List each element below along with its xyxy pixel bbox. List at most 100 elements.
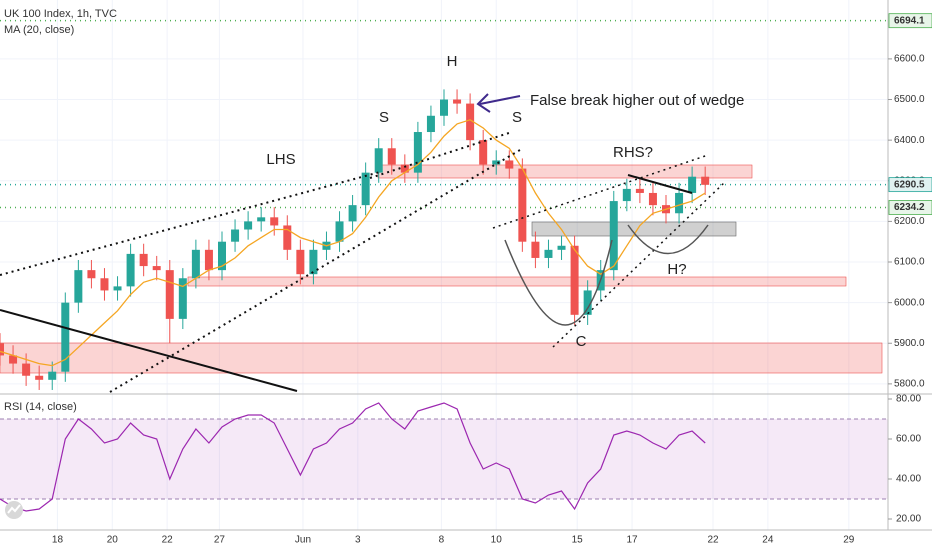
y-tick-label: 6500.0	[894, 94, 925, 105]
rsi-tick-label: 80.00	[896, 394, 921, 405]
candle-body	[518, 168, 527, 242]
x-tick-label: 20	[107, 535, 119, 546]
level-label: 6290.5	[894, 179, 925, 190]
x-tick-label: 8	[439, 535, 445, 546]
trendline	[492, 154, 709, 229]
x-tick-label: 3	[355, 535, 361, 546]
candle-body	[100, 278, 109, 291]
annotation: C	[576, 333, 587, 350]
candle-body	[126, 253, 135, 287]
zone	[377, 164, 753, 179]
candle-body	[178, 278, 187, 319]
x-tick-label: 22	[162, 535, 174, 546]
candle-body	[218, 241, 226, 271]
candle-body	[426, 115, 435, 133]
candle-body	[35, 375, 44, 380]
annotation: RHS?	[613, 144, 653, 161]
rsi-legend: RSI (14, close)	[4, 401, 77, 413]
x-tick-label: 10	[491, 535, 503, 546]
x-tick-label: 27	[214, 535, 226, 546]
trendlines	[0, 93, 726, 393]
candle-body	[61, 302, 70, 372]
annotations: H S S LHS RHS? H? C False break higher o…	[266, 53, 744, 350]
candle-body	[531, 241, 540, 258]
candle-body	[479, 140, 488, 165]
y-tick-label: 5900.0	[894, 338, 925, 349]
candle-body	[48, 371, 57, 380]
axes: 18 20 22 27 Jun 3 8 10 15 17 22 24 29 5800.0 5900.0 600…	[52, 13, 932, 546]
y-tick-label: 6400.0	[894, 135, 925, 146]
candle-body	[609, 201, 618, 271]
candle-body	[453, 99, 462, 104]
candle-body	[387, 148, 396, 165]
level-label: 6694.1	[894, 15, 925, 26]
y-tick-label: 6600.0	[894, 54, 925, 65]
annotation: H	[447, 53, 458, 70]
candle-body	[400, 164, 409, 173]
candle-body	[570, 245, 579, 315]
candle-body	[440, 99, 448, 116]
candle-body	[244, 221, 253, 230]
cup-arc	[504, 239, 613, 326]
candle-body	[204, 249, 213, 271]
candle-body	[296, 249, 305, 275]
candle-body	[701, 176, 710, 185]
candle-body	[283, 225, 292, 250]
annotation: LHS	[266, 151, 295, 168]
candle-body	[544, 249, 553, 258]
trendline	[0, 309, 298, 392]
chart-title: UK 100 Index, 1h, TVC	[4, 8, 117, 20]
annotation: False break higher out of wedge	[530, 92, 744, 109]
rsi-tick-label: 20.00	[896, 514, 921, 525]
level-tag	[888, 177, 932, 193]
annotation: S	[379, 109, 389, 126]
rsi-line	[0, 402, 706, 512]
rsi-band	[0, 419, 888, 499]
candle-body	[191, 249, 200, 279]
candle-body	[635, 188, 644, 193]
rsi-tick-label: 60.00	[896, 434, 921, 445]
candle-body	[413, 132, 422, 173]
level-tag	[888, 200, 932, 215]
y-tick-label: 5800.0	[894, 379, 925, 390]
zone	[531, 221, 737, 237]
candle-body	[165, 270, 174, 319]
x-tick-label: 17	[626, 535, 638, 546]
y-tick-label: 6100.0	[894, 257, 925, 268]
candle-body	[622, 188, 631, 202]
candle-body	[270, 217, 279, 226]
candle-body	[505, 160, 514, 169]
candle-body	[688, 176, 697, 193]
x-tick-label: 22	[707, 535, 719, 546]
candle-body	[648, 192, 657, 206]
candle-body	[152, 266, 161, 271]
candle-body	[0, 343, 4, 356]
rsi-pane	[0, 402, 888, 512]
drawings	[0, 164, 883, 374]
zone	[187, 276, 847, 287]
candle-body	[257, 217, 266, 222]
level-label: 6234.2	[894, 202, 925, 213]
x-tick-label: 18	[52, 535, 64, 546]
y-tick-label: 6000.0	[894, 297, 925, 308]
y-tick-label: 6200.0	[894, 216, 925, 227]
ma-legend: MA (20, close)	[4, 24, 74, 36]
arrow	[479, 95, 521, 105]
candle-body	[74, 270, 83, 303]
annotation: H?	[667, 261, 686, 278]
x-tick-label: 29	[843, 535, 855, 546]
trendline	[552, 181, 726, 348]
candle-body	[466, 103, 475, 141]
candle-body	[139, 253, 148, 267]
candle-body	[22, 363, 31, 376]
candle-body	[87, 270, 96, 279]
candle-body	[335, 221, 344, 242]
candle-body	[113, 286, 122, 291]
candle-body	[9, 355, 18, 364]
rsi-tick-label: 40.00	[896, 474, 921, 485]
candle-body	[309, 249, 318, 275]
candle-body	[492, 160, 501, 165]
level-tag	[888, 13, 932, 29]
